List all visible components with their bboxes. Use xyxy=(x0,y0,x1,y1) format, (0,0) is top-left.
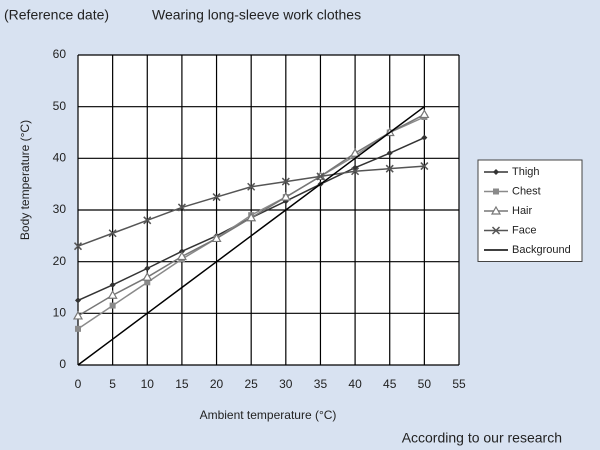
marker xyxy=(143,216,152,225)
marker xyxy=(212,193,221,202)
x-tick-label: 0 xyxy=(75,377,82,391)
chart-subtitle: Wearing long-sleeve work clothes xyxy=(152,7,361,23)
marker xyxy=(419,109,430,119)
series-line xyxy=(77,106,425,366)
x-tick-label: 25 xyxy=(245,377,259,391)
legend-label: Face xyxy=(512,224,536,236)
marker xyxy=(109,281,116,288)
marker xyxy=(421,134,428,141)
marker xyxy=(280,191,291,201)
marker xyxy=(177,203,186,212)
marker xyxy=(176,251,187,261)
marker xyxy=(144,279,151,286)
x-tick-label: 20 xyxy=(210,377,224,391)
x-tick-label: 50 xyxy=(418,377,432,391)
legend-label: Background xyxy=(512,244,571,256)
marker xyxy=(420,162,429,171)
x-axis-label: Ambient temperature (°C) xyxy=(200,408,337,422)
marker xyxy=(385,164,394,173)
chart-title: (Reference date) xyxy=(4,7,109,23)
marker xyxy=(72,310,84,320)
marker xyxy=(142,271,153,281)
marker xyxy=(73,242,83,251)
marker xyxy=(211,233,222,243)
marker xyxy=(75,297,81,304)
marker xyxy=(246,212,257,222)
marker xyxy=(351,167,360,176)
marker xyxy=(490,205,502,215)
y-tick-label: 10 xyxy=(53,306,67,320)
marker xyxy=(350,147,361,157)
legend-label: Thigh xyxy=(512,166,540,178)
source-note: According to our research xyxy=(402,430,562,446)
marker xyxy=(75,325,81,332)
marker xyxy=(108,229,117,238)
x-tick-label: 35 xyxy=(314,377,328,391)
x-tick-label: 55 xyxy=(452,377,466,391)
marker xyxy=(109,302,116,309)
marker xyxy=(493,188,499,195)
x-tick-label: 5 xyxy=(109,377,116,391)
x-tick-label: 10 xyxy=(141,377,155,391)
marker xyxy=(316,172,325,181)
x-tick-label: 30 xyxy=(279,377,293,391)
x-tick-label: 40 xyxy=(348,377,362,391)
y-tick-label: 60 xyxy=(53,47,67,61)
y-tick-label: 40 xyxy=(53,151,67,165)
legend-label: Hair xyxy=(512,205,533,217)
y-tick-label: 0 xyxy=(59,357,66,371)
marker xyxy=(107,290,118,299)
marker xyxy=(386,150,393,157)
x-tick-label: 15 xyxy=(175,377,189,391)
marker xyxy=(493,169,499,175)
y-tick-label: 50 xyxy=(53,99,67,113)
marker xyxy=(491,226,501,235)
x-tick-label: 45 xyxy=(383,377,397,391)
y-tick-label: 30 xyxy=(53,202,67,216)
y-axis-label: Body temperature (°C) xyxy=(18,120,32,240)
marker xyxy=(281,177,290,186)
y-tick-label: 20 xyxy=(53,254,67,268)
marker xyxy=(247,182,256,191)
marker xyxy=(144,265,151,272)
legend-label: Chest xyxy=(512,185,541,197)
